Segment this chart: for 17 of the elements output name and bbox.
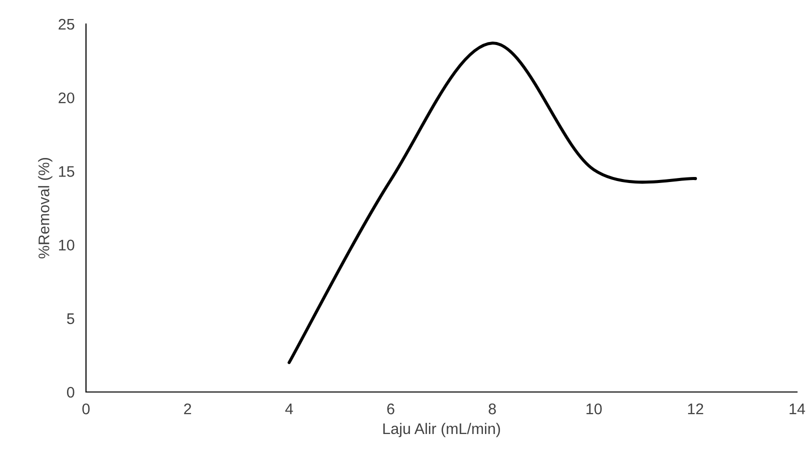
x-tick-label: 2 [184, 404, 192, 414]
x-axis-title: Laju Alir (mL/min) [383, 422, 500, 438]
y-tick-label: 15 [59, 166, 74, 177]
x-tick-label: 6 [387, 404, 394, 414]
y-axis-title: %Removal (%) [38, 158, 52, 258]
x-tick-label: 12 [688, 404, 704, 414]
x-tick-label: 10 [586, 404, 602, 414]
x-tick-label: 8 [488, 404, 496, 414]
y-tick-label: 20 [58, 92, 74, 104]
y-tick-label: 25 [58, 18, 74, 30]
y-tick-label: 5 [67, 313, 74, 324]
x-tick-label: 0 [82, 404, 90, 414]
line-series [288, 42, 697, 364]
x-tick-label: 4 [285, 404, 293, 414]
y-tick-label: 10 [59, 240, 74, 250]
y-tick-label: 0 [66, 386, 74, 398]
x-tick-label: 14 [790, 404, 806, 414]
